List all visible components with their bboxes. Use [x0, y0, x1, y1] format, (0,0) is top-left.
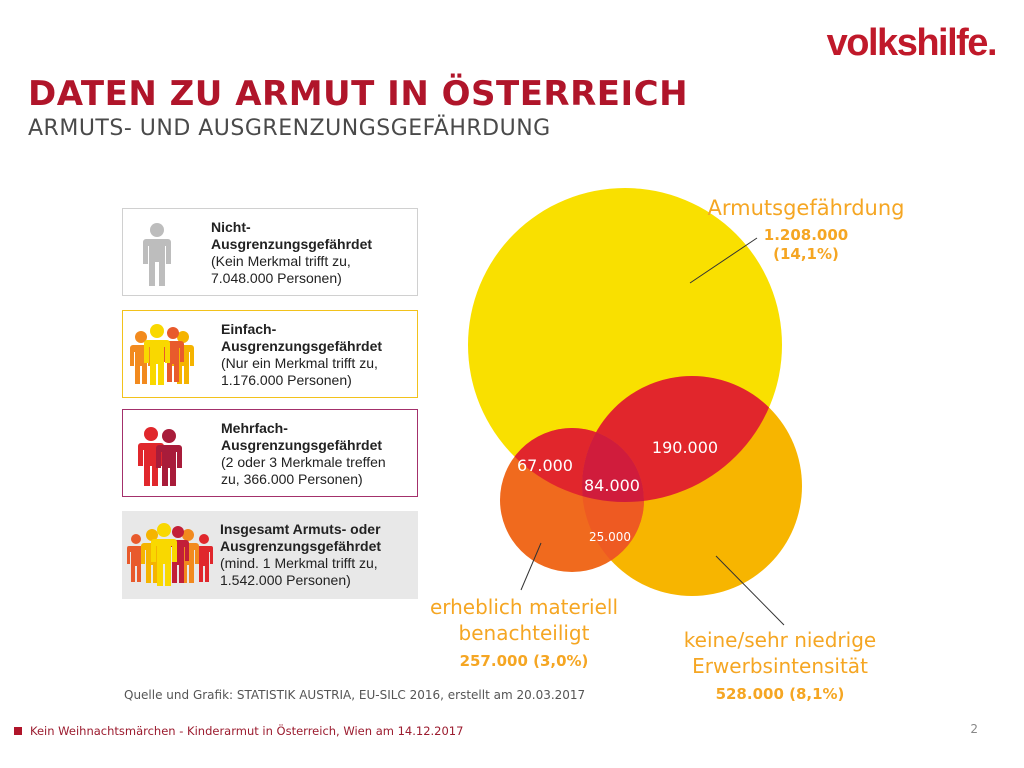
- person-icon: [143, 223, 171, 286]
- materiell-leader-line: [520, 542, 542, 591]
- erwerb-label-1: keine/sehr niedrige: [684, 628, 876, 652]
- pair-icon: [138, 427, 182, 486]
- overlap-armut-erwerb: [582, 376, 782, 502]
- overlap-materiell-erwerb-label: 25.000: [589, 530, 631, 544]
- overlap-armut-erwerb-label: 190.000: [652, 438, 718, 457]
- footer-text: Kein Weihnachtsmärchen - Kinderarmut in …: [30, 724, 464, 738]
- page-number: 2: [970, 722, 978, 736]
- legend-text: Nicht- Ausgrenzungsgefährdet (Kein Merkm…: [211, 219, 373, 286]
- legend-box-insgesamt-gefaehrdet: Insgesamt Armuts- oder Ausgrenzungsgefäh…: [122, 511, 418, 599]
- legend-box-mehrfach-gefaehrdet: Mehrfach- Ausgrenzungsgefährdet (2 oder …: [122, 409, 418, 497]
- legend-text: Mehrfach- Ausgrenzungsgefährdet (2 oder …: [221, 420, 386, 487]
- page-title: DATEN ZU ARMUT IN ÖSTERREICH: [28, 74, 689, 114]
- crowd-icon: [127, 523, 213, 586]
- group-icon: [130, 324, 194, 385]
- erwerb-value: 528.000 (8,1%): [716, 685, 845, 703]
- legend-text: Insgesamt Armuts- oder Ausgrenzungsgefäh…: [220, 521, 382, 588]
- legend-box-nicht-gefaehrdet: Nicht- Ausgrenzungsgefährdet (Kein Merkm…: [122, 208, 418, 296]
- footer-square-icon: [14, 727, 22, 735]
- legend-text: Einfach- Ausgrenzungsgefährdet (Nur ein …: [221, 321, 383, 388]
- erwerb-leader-line: [715, 555, 785, 626]
- materiell-value: 257.000 (3,0%): [460, 652, 589, 670]
- erwerb-label-2: Erwerbsintensität: [692, 654, 868, 678]
- source-note: Quelle und Grafik: STATISTIK AUSTRIA, EU…: [124, 688, 586, 702]
- armut-pct: (14,1%): [773, 245, 839, 263]
- overlap-all-label: 84.000: [584, 476, 640, 495]
- legend-box-einfach-gefaehrdet: Einfach- Ausgrenzungsgefährdet (Nur ein …: [122, 310, 418, 398]
- materiell-label-2: benachteiligt: [459, 621, 590, 645]
- materiell-label-1: erheblich materiell: [430, 595, 618, 619]
- volkshilfe-logo: volkshilfe.: [826, 22, 998, 64]
- overlap-armut-materiell-label: 67.000: [517, 456, 573, 475]
- armut-label: Armutsgefährdung: [708, 196, 905, 220]
- armut-value: 1.208.000: [764, 226, 848, 244]
- footer: Kein Weihnachtsmärchen - Kinderarmut in …: [14, 724, 463, 738]
- armut-leader-line: [689, 237, 758, 284]
- page-subtitle: ARMUTS- UND AUSGRENZUNGSGEFÄHRDUNG: [28, 116, 551, 141]
